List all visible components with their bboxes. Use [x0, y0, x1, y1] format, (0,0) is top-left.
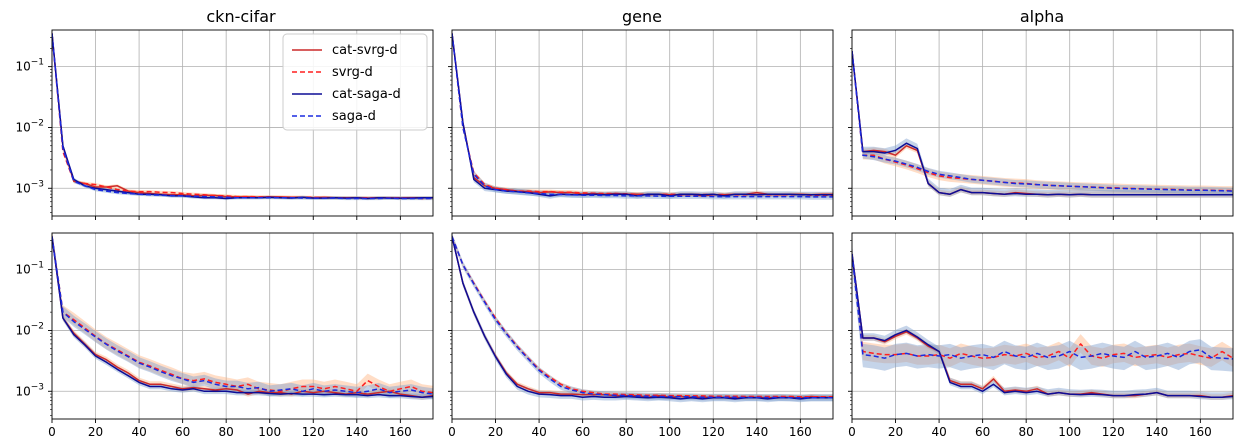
grid-alpha-top	[851, 30, 1233, 216]
x-tick-label: 80	[1019, 425, 1034, 439]
panels-layer: 10−3 10−2 10−1 0 20 40 60 80 100 120 140 160 10−3 10−…	[15, 29, 1234, 439]
axes-frame	[51, 232, 434, 420]
plot-area-ckn-cifar-top	[52, 32, 433, 201]
series-line-svrg-d	[852, 254, 1233, 359]
y-tick-label: 10−1	[15, 58, 44, 74]
x-tick-label: 100	[258, 425, 281, 439]
x-tick-label: 60	[175, 425, 190, 439]
x-tick-label: 40	[931, 425, 946, 439]
series-line-cat-saga-d	[52, 236, 433, 398]
plot-area-alpha-bottom	[852, 243, 1233, 400]
plot-area-gene-bottom	[452, 233, 833, 403]
plot-area-alpha-top	[852, 46, 1233, 198]
x-tick-label: 140	[745, 425, 768, 439]
x-tick-label: 160	[389, 425, 412, 439]
x-tick-label: 20	[888, 425, 903, 439]
x-tick-label: 40	[531, 425, 546, 439]
x-tick-label: 80	[619, 425, 634, 439]
panel-alpha-top	[848, 29, 1234, 220]
panel-gene-top	[448, 29, 834, 220]
x-tick-label: 120	[1102, 425, 1125, 439]
x-tick-label: 120	[702, 425, 725, 439]
x-tick-label: 160	[789, 425, 812, 439]
axes-frame	[851, 29, 1234, 217]
panel-gene-bottom: 0 20 40 60 80 100 120 140 160	[448, 232, 834, 439]
panel-title-alpha: alpha	[1020, 7, 1064, 26]
plot-area-ckn-cifar-bottom	[52, 233, 433, 400]
series-line-cat-saga-d	[452, 236, 833, 400]
band-saga-d	[852, 243, 1233, 372]
panel-ckn-cifar-bottom: 0 20 40 60 80 100 120 140 160 10−3 10−2 10−1	[15, 232, 434, 439]
x-tick-label: 60	[575, 425, 590, 439]
panel-title-ckn-cifar: ckn-cifar	[206, 7, 276, 26]
legend-box	[282, 33, 428, 131]
series-line-svrg-d	[52, 33, 433, 200]
x-tick-label: 60	[975, 425, 990, 439]
y-tick-label: 10−2	[15, 321, 44, 337]
x-tick-label: 100	[1058, 425, 1081, 439]
y-tick-label: 10−2	[15, 118, 44, 134]
x-tick-label: 0	[48, 425, 56, 439]
legend-label-svrg-d: svrg-d	[332, 65, 373, 80]
panel-title-gene: gene	[622, 7, 662, 26]
x-tick-label: 0	[448, 425, 456, 439]
x-tick-label: 40	[131, 425, 146, 439]
axes-frame	[851, 232, 1234, 420]
x-tick-label: 20	[488, 425, 503, 439]
series-line-saga-d	[852, 254, 1233, 360]
y-tick-label: 10−3	[15, 382, 44, 398]
panel-alpha-bottom: 0 20 40 60 80 100 120 140 160	[848, 232, 1234, 439]
axes-frame	[451, 29, 834, 217]
series-line-saga-d	[52, 33, 433, 200]
y-tick-label: 10−1	[15, 261, 44, 277]
series-line-svrg-d	[52, 236, 433, 394]
y-tick-label: 10−3	[15, 179, 44, 195]
x-tick-label: 120	[302, 425, 325, 439]
x-tick-label: 140	[1145, 425, 1168, 439]
legend: cat-svrg-d svrg-d cat-saga-d saga-d	[282, 33, 428, 131]
x-tick-label: 160	[1189, 425, 1212, 439]
series-line-svrg-d	[452, 236, 833, 398]
series-line-cat-svrg-d	[452, 236, 833, 399]
legend-label-cat-svrg-d: cat-svrg-d	[332, 43, 398, 58]
x-tick-label: 80	[219, 425, 234, 439]
series-line-saga-d	[452, 33, 833, 198]
legend-label-cat-saga-d: cat-saga-d	[332, 87, 401, 102]
x-tick-label: 0	[848, 425, 856, 439]
x-tick-label: 100	[658, 425, 681, 439]
axes-frame	[51, 29, 434, 217]
grid-gene-top	[451, 30, 833, 216]
series-line-cat-saga-d	[452, 33, 833, 197]
legend-label-saga-d: saga-d	[332, 109, 376, 124]
series-line-saga-d	[52, 236, 433, 395]
grid-gene-bottom	[451, 233, 833, 419]
x-tick-label: 20	[88, 425, 103, 439]
series-line-cat-saga-d	[852, 254, 1233, 398]
x-tick-label: 140	[345, 425, 368, 439]
axes-frame	[451, 232, 834, 420]
series-line-cat-saga-d	[852, 51, 1233, 196]
band-svrg-d	[52, 32, 433, 201]
plot-area-gene-top	[452, 30, 833, 200]
